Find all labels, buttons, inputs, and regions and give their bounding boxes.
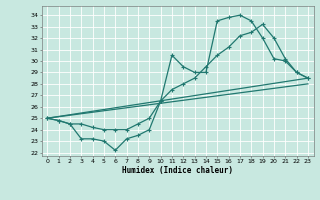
X-axis label: Humidex (Indice chaleur): Humidex (Indice chaleur) xyxy=(122,166,233,175)
